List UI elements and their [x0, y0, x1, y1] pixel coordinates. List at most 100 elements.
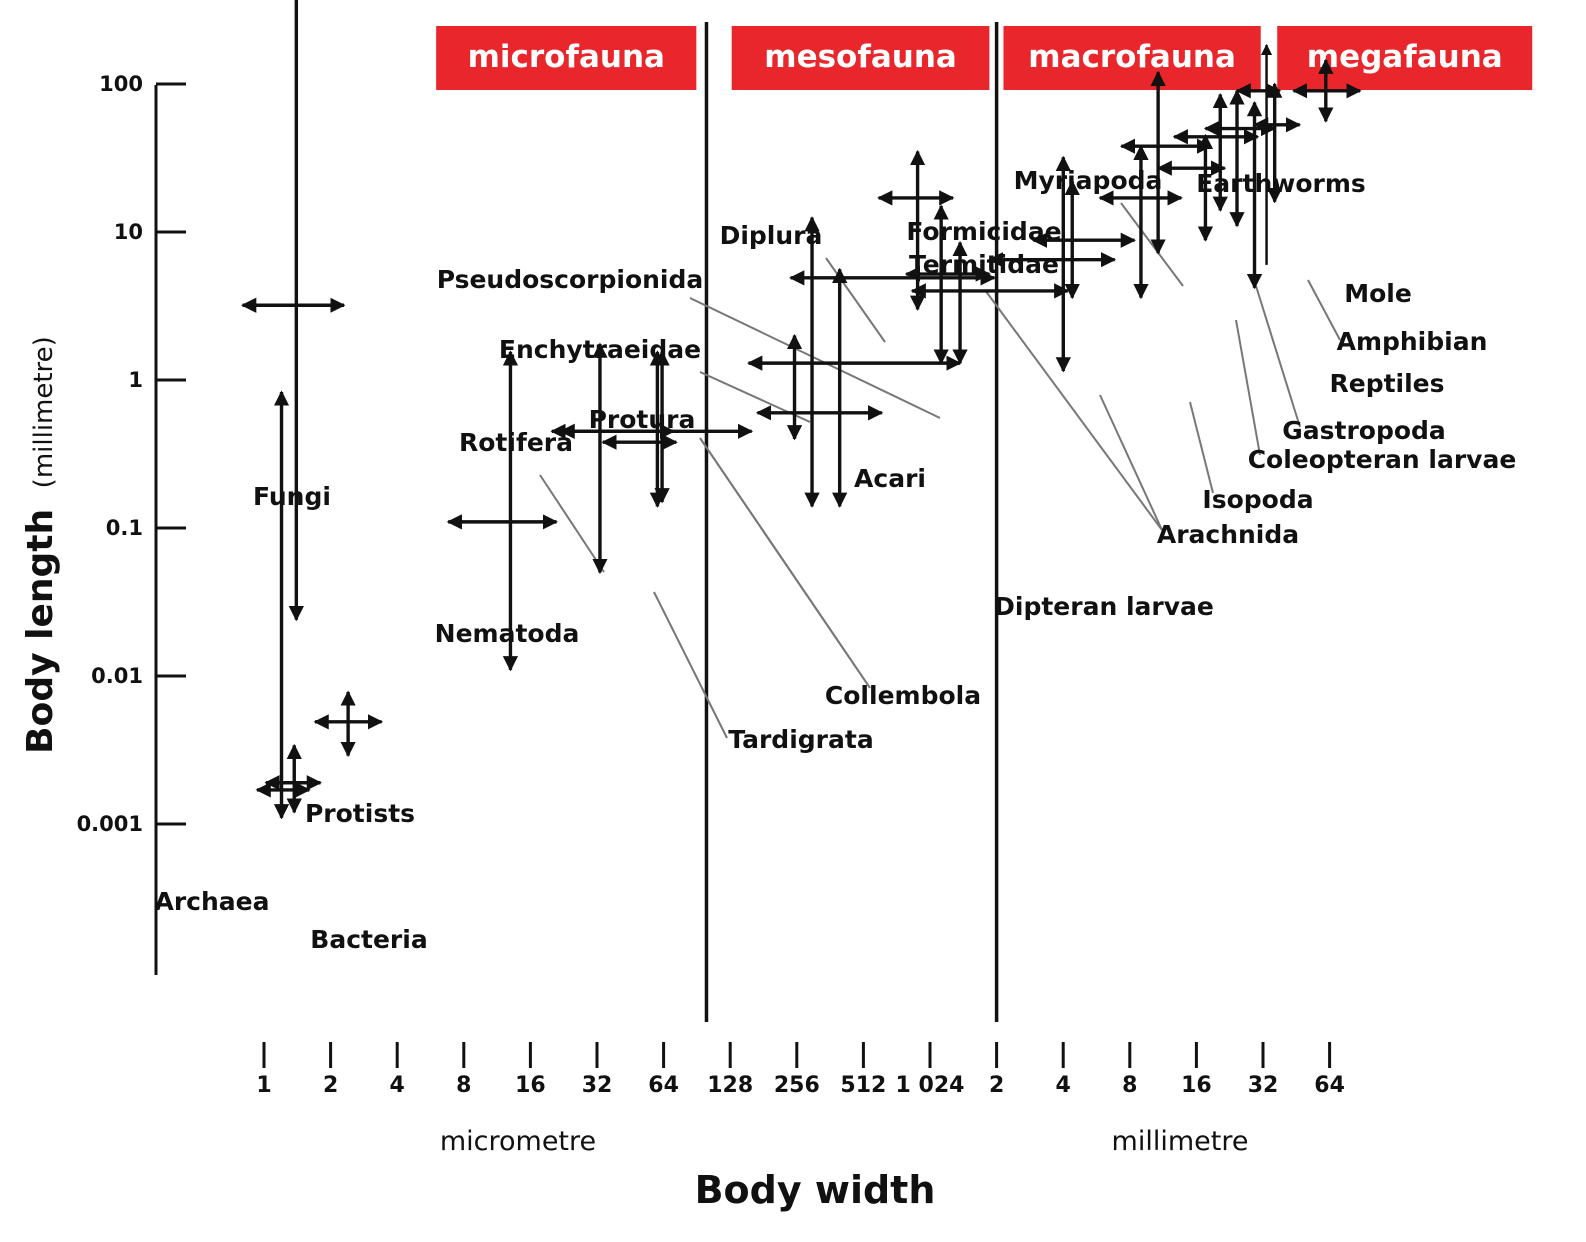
x-tick-label: 2: [989, 1073, 1004, 1098]
y-axis-title-unit: (millimetre): [29, 336, 59, 488]
category-microfauna: microfauna: [436, 26, 697, 90]
label-isopoda: Isopoda: [1202, 485, 1313, 514]
label-formicidae-termitidae: Formicidae Termitidae: [906, 217, 1061, 279]
y-tick-label: 0.001: [77, 812, 143, 836]
leader-collembola: [699, 437, 871, 689]
label-bacteria: Bacteria: [310, 925, 427, 954]
range-dipteran-larvae: [987, 155, 1117, 373]
label-mole: Mole: [1344, 279, 1412, 308]
category-banner-bg: [1003, 26, 1261, 90]
label-line: Formicidae: [906, 217, 1061, 246]
category-boundaries: [704, 22, 1273, 1022]
label-acari: Acari: [854, 464, 926, 493]
x-tick-label: 2: [323, 1073, 338, 1098]
leader-tardigrata: [653, 591, 728, 739]
category-banner-bg: [436, 26, 697, 90]
range-protists: [313, 690, 384, 758]
range-acari: [747, 333, 962, 441]
y-axis-ticks: 1 0001001010.10.010.001: [77, 72, 186, 836]
category-megafauna: megafauna: [1277, 26, 1533, 90]
y-tick-label: 10: [114, 220, 143, 244]
y-tick-label: 100: [99, 72, 143, 96]
label-earthworms: Earthworms: [1196, 169, 1366, 198]
label-gastropoda: Gastropoda: [1282, 416, 1446, 445]
x-axis-title: Body width: [695, 1168, 936, 1212]
label-pseudoscorpionida: Pseudoscorpionida: [437, 265, 704, 294]
range-bacteria: [264, 743, 323, 814]
leader-gastropoda: [1255, 285, 1301, 428]
category-label: mesofauna: [764, 39, 957, 75]
x-tick-label: 1 024: [896, 1073, 965, 1098]
range-amphibian: [1252, 82, 1302, 204]
x-tick-label: 8: [456, 1073, 471, 1098]
x-axis-ticks: 1 2 4 8 16 32 64 128 256 512 1 024 2 4 8 16 32 64: [256, 1042, 1345, 1098]
label-collembola: Collembola: [825, 681, 981, 710]
label-coleopteran-larvae: Coleopteran larvae: [1248, 445, 1517, 474]
x-tick-label: 8: [1122, 1073, 1137, 1098]
x-unit-micrometre: micrometre: [440, 1126, 596, 1157]
leader-amphibian: [1307, 279, 1341, 341]
label-amphibian: Amphibian: [1337, 327, 1488, 356]
range-archaea: [255, 390, 311, 820]
category-label: microfauna: [468, 39, 665, 75]
label-fungi: Fungi: [253, 482, 331, 511]
x-tick-label: 32: [1248, 1073, 1279, 1098]
label-arachnida: Arachnida: [1157, 520, 1299, 549]
leader-diplura: [825, 257, 886, 343]
range-formicidae-termitidae: [910, 240, 1070, 365]
leader-myriapoda: [1120, 202, 1184, 287]
label-dipteran-larvae: Dipteran larvae: [994, 592, 1214, 621]
range-protura: [601, 350, 678, 504]
x-unit-millimetre: millimetre: [1112, 1126, 1249, 1157]
leader-coleopteran-larvae: [1235, 319, 1261, 456]
range-isopoda: [1098, 144, 1183, 300]
range-diplura: [877, 149, 955, 311]
leader-formicidae-termitidae: [984, 289, 1163, 531]
y-axis-title-main: Body length: [20, 509, 61, 754]
leader-pseudoscorpionida: [689, 297, 941, 419]
range-myriapoda: [1119, 70, 1213, 255]
leader-isopoda: [1189, 401, 1214, 494]
label-line: Termitidae: [909, 250, 1059, 279]
y-tick-label: 0.1: [106, 516, 143, 540]
x-tick-label: 128: [707, 1073, 753, 1098]
x-tick-label: 4: [1056, 1073, 1071, 1098]
range-nematoda: [446, 350, 559, 672]
x-tick-label: 64: [648, 1073, 679, 1098]
category-banner-bg: [731, 26, 990, 90]
label-archaea: Archaea: [155, 887, 270, 916]
y-axis: 1 0001001010.10.010.001 Body length (mil…: [20, 72, 186, 975]
taxon-labels: Fungi Archaea Bacteria Protists Nematoda Roti…: [155, 166, 1517, 954]
category-macrofauna: macrofauna: [1003, 26, 1261, 90]
category-mesofauna: mesofauna: [731, 26, 990, 90]
x-tick-label: 64: [1314, 1073, 1345, 1098]
label-myriapoda: Myriapoda: [1014, 166, 1163, 195]
x-axis: 1 2 4 8 16 32 64 128 256 512 1 024 2 4 8 16 32 64 microm…: [256, 1042, 1345, 1212]
label-nematoda: Nematoda: [435, 619, 580, 648]
label-protura: Protura: [589, 405, 696, 434]
label-rotifera: Rotifera: [459, 428, 573, 457]
range-rotifera: [550, 342, 676, 575]
x-tick-label: 1: [256, 1073, 271, 1098]
label-reptiles: Reptiles: [1329, 369, 1444, 398]
x-tick-label: 32: [582, 1073, 613, 1098]
leader-lines: [539, 202, 1341, 739]
x-tick-label: 16: [515, 1073, 546, 1098]
x-tick-label: 512: [840, 1073, 886, 1098]
y-tick-label: 1: [128, 368, 143, 392]
y-axis-title: Body length (millimetre): [20, 336, 61, 754]
label-diplura: Diplura: [720, 221, 823, 250]
fauna-category-banners: microfauna mesofauna macrofauna megafauna: [436, 26, 1533, 90]
x-tick-label: 256: [774, 1073, 820, 1098]
label-protists: Protists: [305, 799, 415, 828]
range-fungi: [241, 0, 346, 622]
range-mole: [1291, 58, 1362, 123]
category-label: megafauna: [1307, 39, 1503, 75]
label-enchytraeidae: Enchytraeidae: [499, 335, 701, 364]
range-arachnida: [1031, 179, 1137, 300]
range-reptiles: [1203, 89, 1277, 228]
category-label: macrofauna: [1028, 39, 1236, 75]
y-tick-label: 0.01: [91, 664, 143, 688]
taxon-ranges: [241, 0, 1362, 820]
